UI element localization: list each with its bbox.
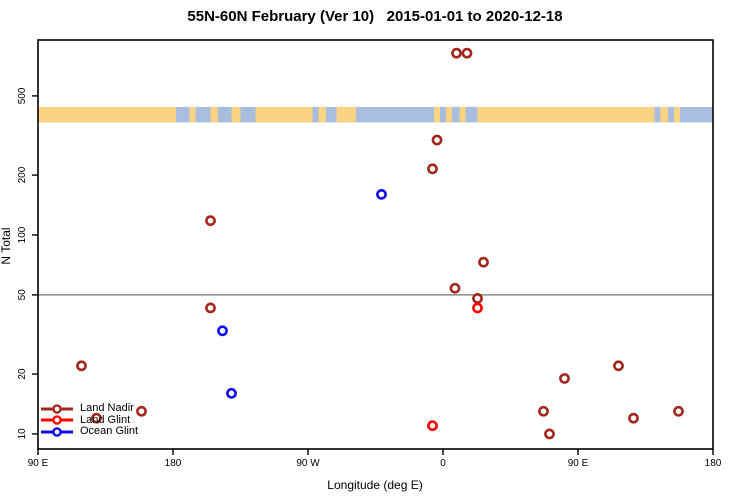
y-axis-title: N Total: [0, 227, 13, 265]
y-tick-label: 200: [17, 166, 28, 183]
data-point-ocean-glint: [217, 325, 228, 337]
legend-label-land-nadir: Land Nadir: [80, 402, 134, 415]
data-point-land-nadir: [559, 373, 570, 384]
plot-frame: [37, 39, 714, 450]
x-axis-title: Longitude (deg E): [327, 478, 423, 492]
data-point-land-nadir: [478, 256, 489, 268]
y-tick-label: 100: [17, 226, 28, 243]
data-point-land-nadir: [136, 405, 147, 417]
ocean-glint-marker-icon: [41, 426, 73, 437]
data-point-land-nadir: [673, 405, 684, 417]
map-strip-land-segment: [336, 106, 356, 123]
legend-item-ocean-glint: Ocean Glint: [40, 426, 138, 438]
x-tick-label: 0: [440, 458, 446, 469]
map-strip-land-segment: [189, 106, 196, 123]
chart-title: 55N-60N February (Ver 10) 2015-01-01 to …: [187, 8, 563, 25]
map-strip-land-segment: [38, 106, 176, 123]
map-strip-land-segment: [446, 106, 452, 123]
data-point-land-glint: [472, 302, 483, 314]
data-point-land-nadir: [431, 134, 443, 146]
land-nadir-marker-icon: [41, 403, 73, 414]
map-strip-land-segment: [674, 106, 680, 123]
data-point-land-nadir: [538, 405, 549, 417]
legend-item-land-glint: Land Glint: [40, 413, 138, 427]
data-point-land-glint: [427, 420, 438, 432]
x-tick-label: 90 E: [568, 458, 589, 469]
map-strip-land-segment: [231, 106, 241, 123]
x-tick-label: 90 W: [296, 458, 320, 469]
legend-label-ocean-glint: Ocean Glint: [80, 425, 139, 438]
data-point-ocean-glint: [376, 188, 387, 200]
data-point-land-nadir: [91, 412, 102, 424]
x-tick-label: 90 E: [28, 458, 49, 469]
map-strip-land-segment: [434, 106, 440, 123]
data-point-land-nadir: [451, 47, 462, 59]
x-tick-label: 180: [705, 458, 722, 469]
y-tick-label: 10: [17, 428, 28, 440]
map-strip-land-segment: [255, 106, 313, 123]
data-point-land-nadir: [449, 282, 461, 294]
data-point-land-nadir: [613, 360, 624, 372]
map-strip-land-segment: [459, 106, 466, 123]
data-point-land-nadir: [628, 412, 639, 424]
legend-label-land-glint: Land Glint: [80, 413, 131, 426]
map-strip-land-segment: [210, 106, 218, 123]
map-strip-land-segment: [318, 106, 326, 123]
x-tick-label: 180: [165, 458, 182, 469]
data-point-land-nadir: [427, 163, 438, 175]
map-strip-land-segment: [660, 106, 668, 123]
data-point-land-nadir: [472, 292, 483, 304]
data-point-ocean-glint: [226, 387, 237, 399]
data-point-land-nadir: [205, 215, 216, 227]
y-tick-label: 50: [17, 289, 28, 301]
map-strip-land-segment: [477, 106, 655, 123]
legend: Land Nadir Land Glint Ocean Glint: [40, 403, 138, 438]
data-point-land-nadir: [205, 302, 216, 314]
data-point-land-nadir: [76, 360, 87, 372]
land-glint-marker-icon: [41, 415, 73, 426]
y-tick-label: 500: [17, 87, 28, 104]
y-tick-label: 20: [17, 368, 28, 380]
legend-item-land-nadir: Land Nadir: [40, 403, 138, 415]
data-point-land-nadir: [544, 428, 555, 440]
data-point-land-nadir: [461, 47, 473, 59]
